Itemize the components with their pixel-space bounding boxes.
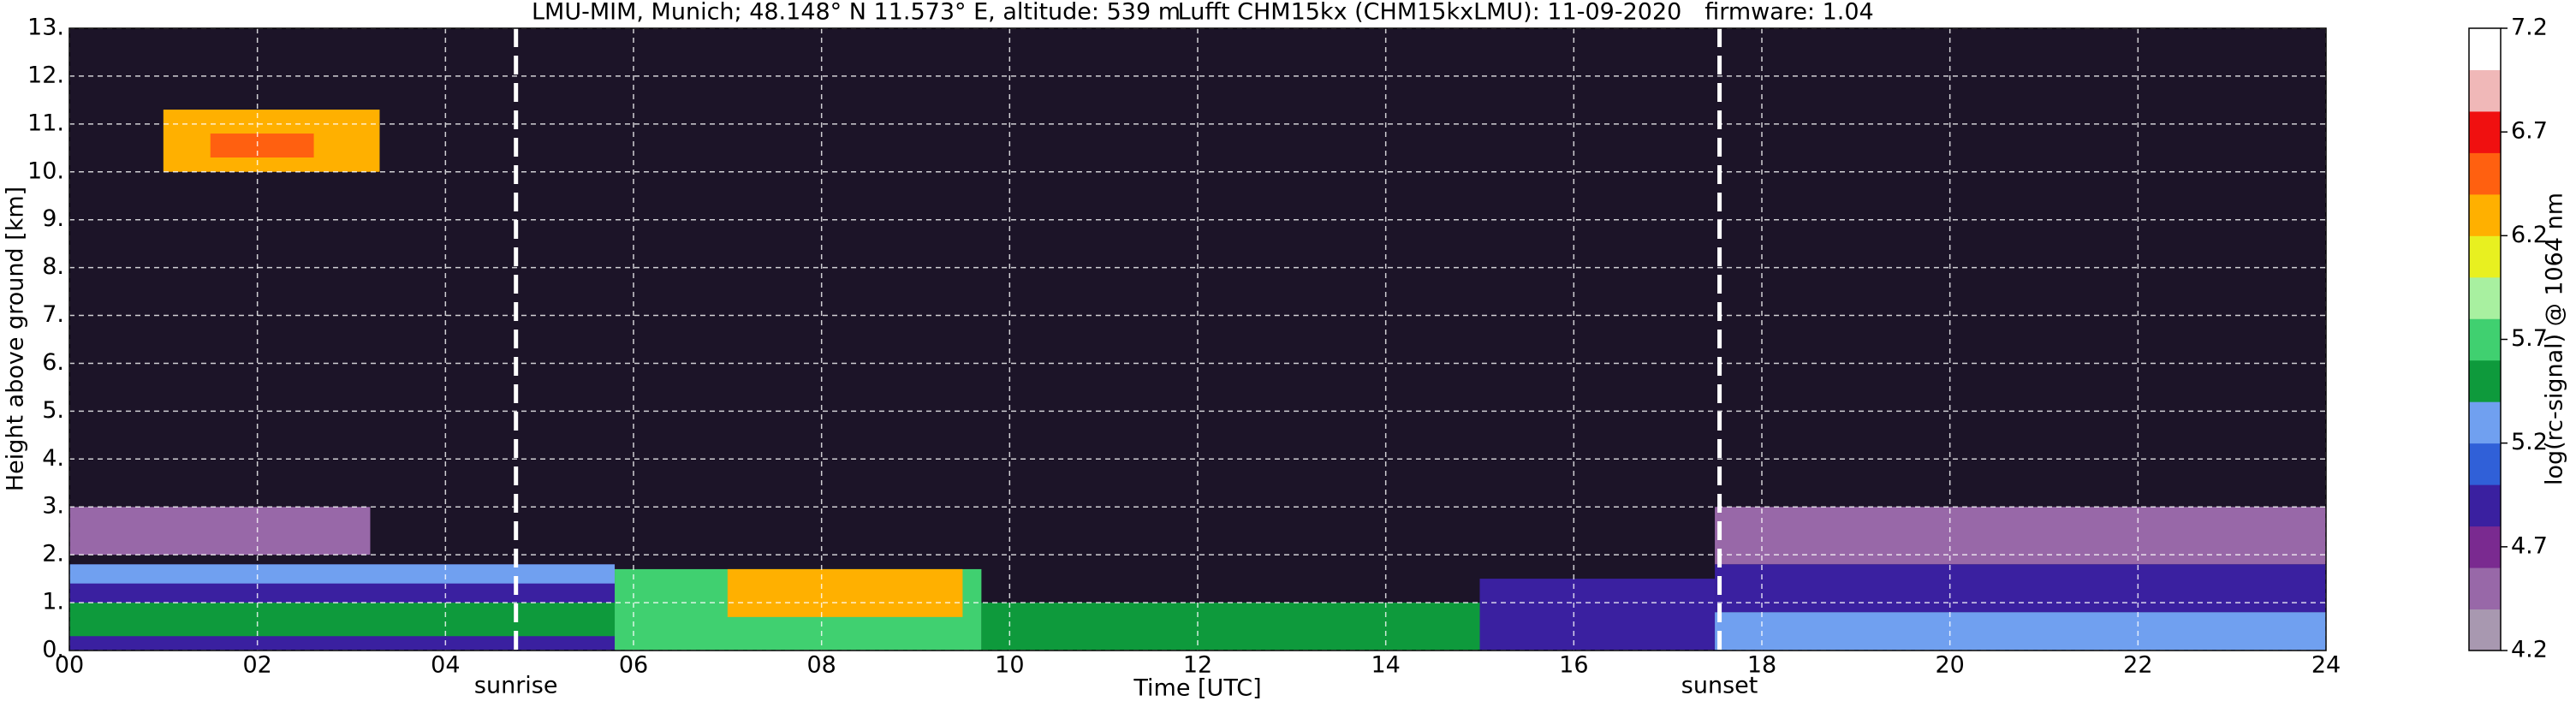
- signal-region: [69, 603, 616, 637]
- colorbar-band: [2469, 276, 2501, 319]
- colorbar-band: [2469, 484, 2501, 527]
- colorbar-band: [2469, 443, 2501, 485]
- signal-region: [1715, 507, 2326, 565]
- signal-region: [1715, 564, 2326, 613]
- y-tick-label: 5.: [42, 397, 64, 424]
- y-tick-label: 9.: [42, 205, 64, 232]
- chart-title: firmware: 1.04: [1704, 0, 1873, 26]
- y-tick-label: 2.: [42, 541, 64, 567]
- x-tick-label: 08: [806, 652, 836, 679]
- colorbar-tick-label: 6.7: [2511, 118, 2548, 145]
- x-tick-label: 22: [2123, 652, 2152, 679]
- y-tick-label: 4.: [42, 445, 64, 472]
- colorbar-band: [2469, 193, 2501, 236]
- colorbar-band: [2469, 318, 2501, 361]
- colorbar-tick-label: 4.7: [2511, 532, 2548, 559]
- x-tick-label: 16: [1559, 652, 1588, 679]
- colorbar-band: [2469, 28, 2501, 70]
- x-tick-label: 00: [55, 652, 84, 679]
- signal-region: [1479, 579, 1716, 651]
- y-tick-label: 1.: [42, 589, 64, 615]
- x-tick-label: 10: [995, 652, 1024, 679]
- colorbar-band: [2469, 152, 2501, 195]
- colorbar-label: log(rc-signal) @ 1064 nm: [2542, 193, 2568, 485]
- x-tick-label: 06: [619, 652, 648, 679]
- colorbar-tick-label: 5.2: [2511, 429, 2548, 455]
- colorbar-band: [2469, 609, 2501, 651]
- y-tick-label: 8.: [42, 253, 64, 280]
- signal-region: [69, 507, 371, 556]
- y-axis-label: Height above ground [km]: [3, 187, 29, 491]
- x-tick-label: 02: [242, 652, 271, 679]
- colorbar-tick-label: 4.2: [2511, 637, 2548, 663]
- y-tick-label: 0.: [42, 637, 64, 663]
- colorbar-tick-label: 5.7: [2511, 325, 2548, 352]
- chart-title: LMU-MIM, Munich; 48.148° N 11.573° E, al…: [532, 0, 1181, 26]
- x-tick-label: 24: [2311, 652, 2341, 679]
- colorbar-tick-label: 6.2: [2511, 222, 2548, 248]
- colorbar-tick-label: 7.2: [2511, 15, 2548, 41]
- colorbar-band: [2469, 235, 2501, 278]
- x-tick-label: 20: [1935, 652, 1964, 679]
- x-tick-label: 12: [1183, 652, 1212, 679]
- x-tick-label: 14: [1371, 652, 1400, 679]
- y-tick-label: 11.: [27, 110, 64, 136]
- y-tick-label: 3.: [42, 493, 64, 520]
- sun-event-label: sunrise: [474, 673, 558, 699]
- plot-frame: [68, 27, 2327, 651]
- x-tick-label: 18: [1747, 652, 1776, 679]
- colorbar-band: [2469, 567, 2501, 610]
- y-tick-label: 12.: [27, 62, 64, 88]
- y-tick-label: 10.: [27, 157, 64, 184]
- signal-region: [1715, 612, 2326, 651]
- signal-region: [727, 568, 963, 617]
- x-axis-label: Time [UTC]: [1133, 675, 1261, 702]
- signal-region: [69, 564, 616, 584]
- y-tick-label: 13.: [27, 15, 64, 41]
- signal-region: [210, 134, 314, 157]
- x-tick-label: 04: [431, 652, 460, 679]
- y-tick-label: 7.: [42, 301, 64, 328]
- colorbar-band: [2469, 110, 2501, 153]
- y-tick-label: 6.: [42, 349, 64, 376]
- colorbar-band: [2469, 401, 2501, 444]
- chart-title: Lufft CHM15kx (CHM15kxLMU): 11-09-2020: [1178, 0, 1682, 26]
- colorbar-band: [2469, 359, 2501, 402]
- sun-event-label: sunset: [1681, 673, 1758, 699]
- colorbar-band: [2469, 526, 2501, 568]
- colorbar-band: [2469, 69, 2501, 112]
